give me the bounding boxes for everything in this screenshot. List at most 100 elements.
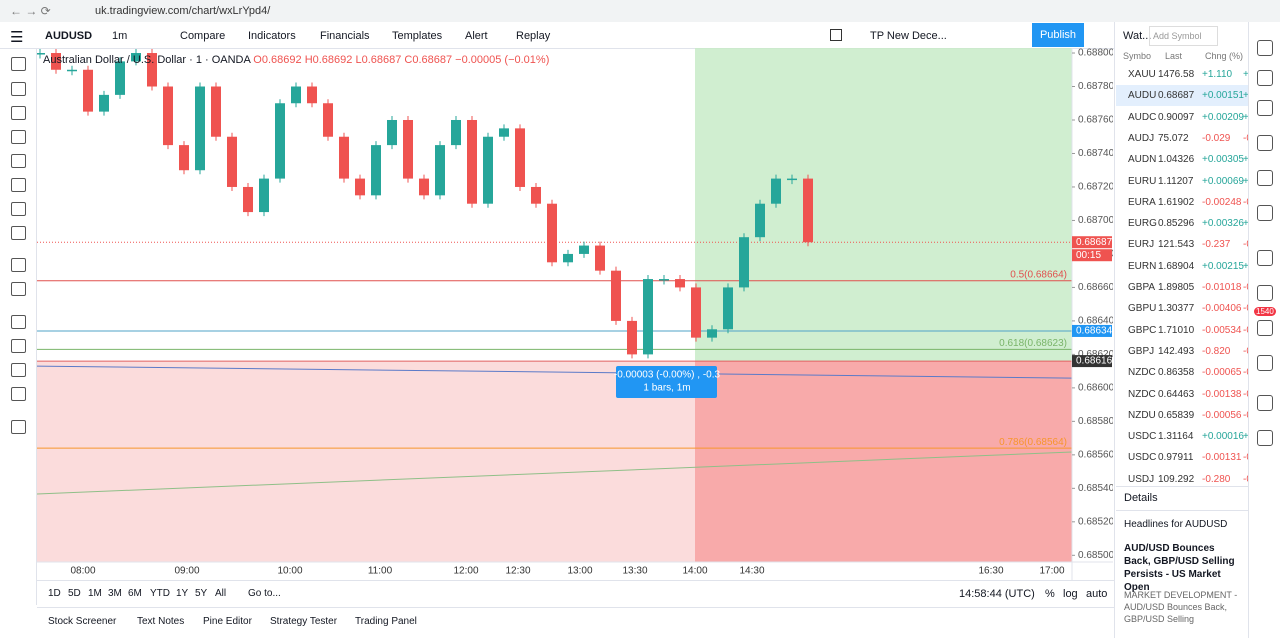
side-icon[interactable] xyxy=(1257,100,1273,116)
news-title[interactable]: AUD/USD Bounces Back, GBP/USD Selling Pe… xyxy=(1124,543,1235,593)
range-button[interactable]: YTD xyxy=(150,588,170,599)
candle-body xyxy=(99,94,109,112)
y-tick-label: 0.68540 xyxy=(1078,483,1113,494)
watch-cell: EURN xyxy=(1128,260,1157,272)
range-button[interactable]: 3M xyxy=(108,588,122,599)
watch-cell: EURG xyxy=(1128,218,1157,230)
toolbar-button[interactable]: Compare xyxy=(180,30,226,42)
details[interactable]: Details xyxy=(1124,492,1158,504)
range-button[interactable]: 6M xyxy=(128,588,142,599)
side-icon[interactable] xyxy=(1257,395,1273,411)
tool-icon[interactable] xyxy=(11,363,26,377)
candle-body xyxy=(387,119,397,146)
range-button[interactable]: All xyxy=(215,588,227,599)
tool-icon[interactable] xyxy=(11,387,26,401)
menu-icon[interactable]: ☰ xyxy=(10,29,24,46)
range-button[interactable]: 5Y xyxy=(195,588,208,599)
tab[interactable]: Stock Screener xyxy=(48,616,117,627)
watch-cell: GBPU xyxy=(1128,303,1157,315)
tool-icon[interactable] xyxy=(11,57,26,71)
nav-icons[interactable]: ← → ⟳ xyxy=(10,4,51,18)
range-button[interactable]: 1Y xyxy=(176,588,189,599)
tool-icon[interactable] xyxy=(11,258,26,272)
percent-toggle[interactable]: % xyxy=(1045,588,1055,600)
tab[interactable]: Text Notes xyxy=(137,616,185,627)
side-icon[interactable] xyxy=(1257,70,1273,86)
watch-cell: -0.00406 xyxy=(1202,303,1242,315)
toolbar-button[interactable]: Financials xyxy=(320,30,370,42)
toolbar-button[interactable]: Alert xyxy=(465,30,488,42)
watch-cell: -0.57 xyxy=(1243,345,1248,357)
side-icon[interactable] xyxy=(1257,40,1273,56)
checkbox[interactable] xyxy=(830,29,842,41)
countdown-tag: 00:15 xyxy=(1076,250,1101,261)
url[interactable]: uk.tradingview.com/chart/wxLrYpd4/ xyxy=(95,5,271,17)
side-icon[interactable] xyxy=(1257,205,1273,221)
tool-icon[interactable] xyxy=(11,226,26,240)
side-icon[interactable] xyxy=(1257,170,1273,186)
symbol[interactable]: AUDUSD xyxy=(45,30,93,42)
side-icon[interactable] xyxy=(1257,250,1273,266)
tab[interactable]: Pine Editor xyxy=(203,616,252,627)
side-icon[interactable] xyxy=(1257,135,1273,151)
auto-toggle[interactable]: auto xyxy=(1086,588,1108,600)
toolbar-button[interactable]: Templates xyxy=(392,30,443,42)
watchlist-title[interactable]: Wat... xyxy=(1123,30,1152,42)
tool-icon[interactable] xyxy=(11,130,26,144)
candle-body xyxy=(771,178,781,204)
watch-cell: -0.237 xyxy=(1202,239,1231,251)
log-toggle[interactable]: log xyxy=(1063,588,1078,600)
tool-icon[interactable] xyxy=(11,82,26,96)
candle-body xyxy=(595,245,605,271)
target-tag: 0.68634 xyxy=(1076,326,1113,337)
range-button[interactable]: 5D xyxy=(68,588,81,599)
side-icon[interactable] xyxy=(1257,320,1273,336)
goto[interactable]: Go to... xyxy=(248,588,281,599)
tool-icon[interactable] xyxy=(11,315,26,329)
tool-icon[interactable] xyxy=(11,178,26,192)
tool-icon[interactable] xyxy=(11,202,26,216)
tool-icon[interactable] xyxy=(11,106,26,120)
range-button[interactable]: 1D xyxy=(48,588,61,599)
legend-high: H0.68692 xyxy=(304,54,353,66)
interval[interactable]: 1m xyxy=(112,30,128,42)
toolbar-button[interactable]: Indicators xyxy=(248,30,296,42)
tool-icon[interactable] xyxy=(11,154,26,168)
tab[interactable]: Trading Panel xyxy=(355,616,417,627)
add-symbol[interactable]: Add Symbol xyxy=(1149,26,1218,46)
side-icon[interactable] xyxy=(1257,430,1273,446)
layout-name[interactable]: TP New Dece... xyxy=(870,30,947,42)
side-icon[interactable] xyxy=(1257,285,1273,301)
toolbar-button[interactable]: Replay xyxy=(516,30,551,42)
side-icon[interactable] xyxy=(1257,355,1273,371)
watch-cell: +0.00305 xyxy=(1202,154,1244,166)
tool-icon[interactable] xyxy=(11,339,26,353)
range-button[interactable]: 1M xyxy=(88,588,102,599)
tool-icon[interactable] xyxy=(11,282,26,296)
tab[interactable]: Strategy Tester xyxy=(270,616,338,627)
tool-icon[interactable] xyxy=(11,420,26,434)
publish-button[interactable]: Publish xyxy=(1032,23,1084,47)
candle-body xyxy=(467,119,477,204)
watch-cell: -0.029 xyxy=(1202,132,1231,144)
